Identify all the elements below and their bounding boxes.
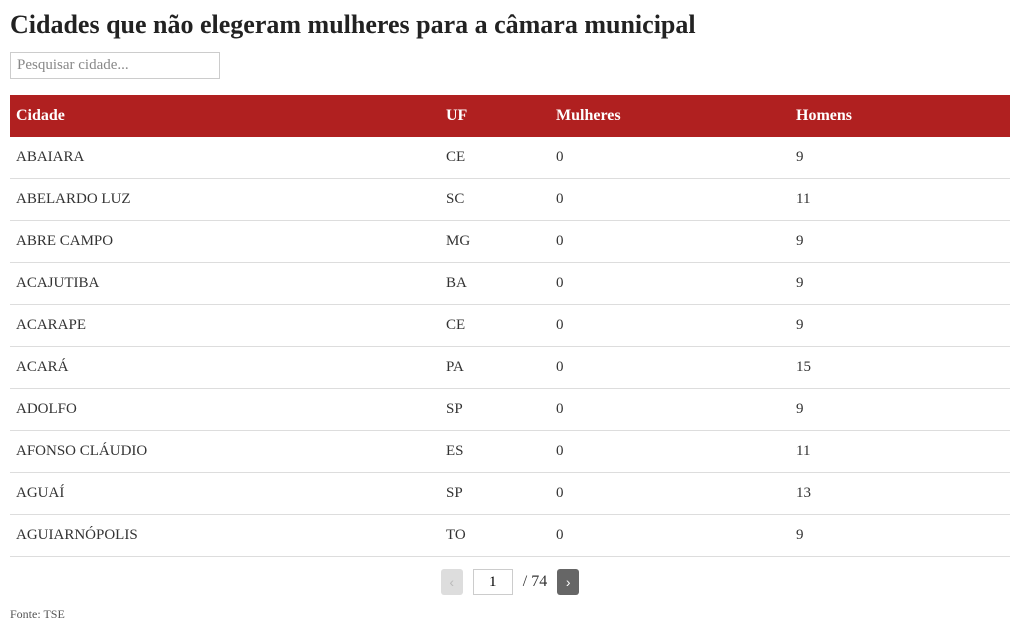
page-title: Cidades que não elegeram mulheres para a… (10, 10, 1010, 40)
cell-uf: SP (440, 389, 550, 431)
cell-mulheres: 0 (550, 515, 790, 557)
cell-homens: 9 (790, 137, 1010, 179)
cell-cidade: AFONSO CLÁUDIO (10, 431, 440, 473)
cell-cidade: ABRE CAMPO (10, 221, 440, 263)
cell-mulheres: 0 (550, 389, 790, 431)
next-page-button[interactable]: › (557, 569, 579, 595)
cell-homens: 11 (790, 179, 1010, 221)
table-row: AFONSO CLÁUDIO ES 0 11 (10, 431, 1010, 473)
cell-homens: 13 (790, 473, 1010, 515)
cell-uf: ES (440, 431, 550, 473)
cell-homens: 15 (790, 347, 1010, 389)
pagination: ‹ / 74 › (10, 569, 1010, 595)
cell-mulheres: 0 (550, 305, 790, 347)
cell-uf: MG (440, 221, 550, 263)
table-row: ABRE CAMPO MG 0 9 (10, 221, 1010, 263)
cell-mulheres: 0 (550, 137, 790, 179)
table-row: ACAJUTIBA BA 0 9 (10, 263, 1010, 305)
cell-uf: TO (440, 515, 550, 557)
cell-cidade: ACARÁ (10, 347, 440, 389)
search-input[interactable] (10, 52, 220, 79)
cell-homens: 9 (790, 305, 1010, 347)
col-header-mulheres[interactable]: Mulheres (550, 95, 790, 137)
col-header-uf[interactable]: UF (440, 95, 550, 137)
cell-mulheres: 0 (550, 347, 790, 389)
cell-mulheres: 0 (550, 263, 790, 305)
cell-mulheres: 0 (550, 221, 790, 263)
prev-page-button[interactable]: ‹ (441, 569, 463, 595)
cell-uf: PA (440, 347, 550, 389)
table-row: ACARAPE CE 0 9 (10, 305, 1010, 347)
cell-mulheres: 0 (550, 179, 790, 221)
page-total-label: / 74 (523, 573, 547, 591)
cell-uf: SC (440, 179, 550, 221)
table-row: ADOLFO SP 0 9 (10, 389, 1010, 431)
cell-cidade: ABELARDO LUZ (10, 179, 440, 221)
col-header-homens[interactable]: Homens (790, 95, 1010, 137)
cell-mulheres: 0 (550, 431, 790, 473)
cell-cidade: ACARAPE (10, 305, 440, 347)
cell-cidade: AGUAÍ (10, 473, 440, 515)
cell-uf: CE (440, 305, 550, 347)
cell-homens: 9 (790, 389, 1010, 431)
cell-homens: 11 (790, 431, 1010, 473)
cell-homens: 9 (790, 515, 1010, 557)
table-row: ABELARDO LUZ SC 0 11 (10, 179, 1010, 221)
cell-uf: BA (440, 263, 550, 305)
footer-source: Fonte: TSE (10, 607, 1010, 622)
cell-homens: 9 (790, 221, 1010, 263)
cell-uf: CE (440, 137, 550, 179)
cell-cidade: AGUIARNÓPOLIS (10, 515, 440, 557)
table-row: AGUAÍ SP 0 13 (10, 473, 1010, 515)
cell-cidade: ABAIARA (10, 137, 440, 179)
cell-mulheres: 0 (550, 473, 790, 515)
cell-uf: SP (440, 473, 550, 515)
cell-homens: 9 (790, 263, 1010, 305)
cell-cidade: ACAJUTIBA (10, 263, 440, 305)
table-row: AGUIARNÓPOLIS TO 0 9 (10, 515, 1010, 557)
cell-cidade: ADOLFO (10, 389, 440, 431)
table-row: ABAIARA CE 0 9 (10, 137, 1010, 179)
col-header-cidade[interactable]: Cidade (10, 95, 440, 137)
cities-table: Cidade UF Mulheres Homens ABAIARA CE 0 9… (10, 95, 1010, 557)
page-number-input[interactable] (473, 569, 513, 595)
table-header-row: Cidade UF Mulheres Homens (10, 95, 1010, 137)
table-row: ACARÁ PA 0 15 (10, 347, 1010, 389)
